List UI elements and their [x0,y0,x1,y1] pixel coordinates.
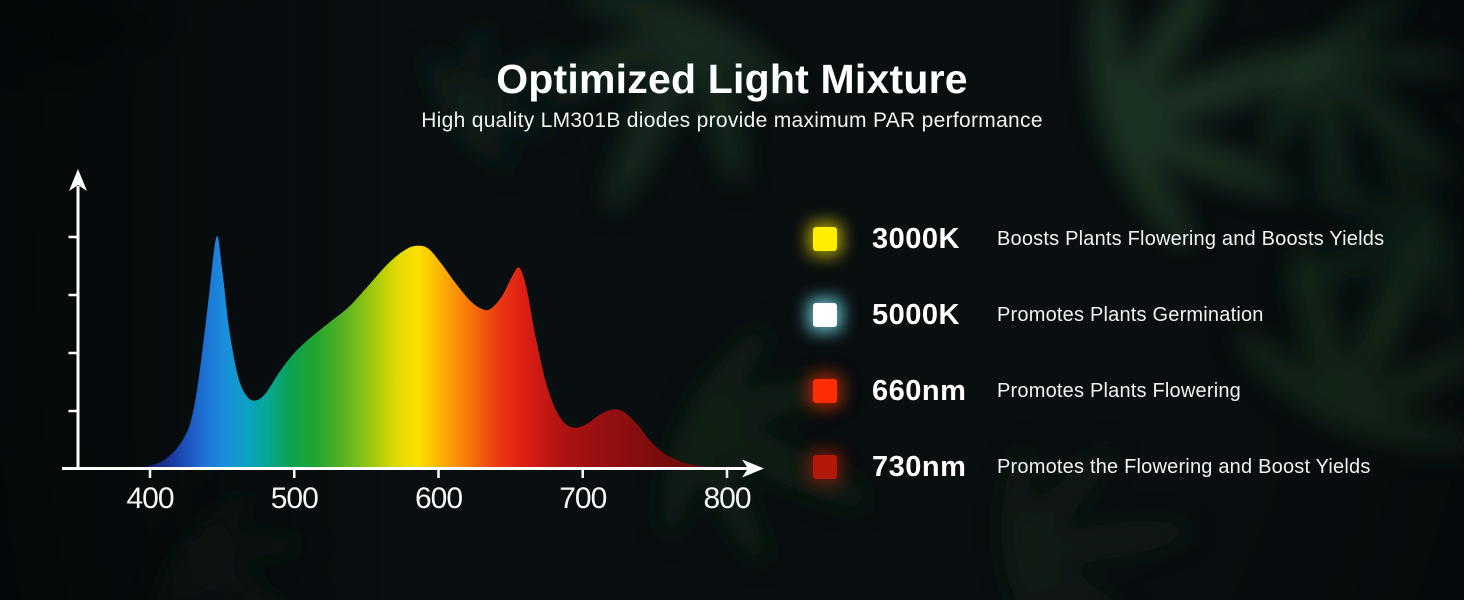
legend: 3000K Boosts Plants Flowering and Boosts… [813,223,1385,483]
x-tick-label: 600 [414,482,463,515]
x-axis-arrow-icon [742,459,764,478]
spectrum-curve [138,235,742,469]
x-tick-label: 400 [126,482,174,515]
legend-swatch-730nm-icon [813,455,837,479]
legend-swatch-3000k-icon [813,227,837,251]
page-title: Optimized Light Mixture [496,56,968,102]
legend-description: Promotes Plants Germination [997,303,1264,326]
legend-label: 660nm [872,374,967,407]
legend-description: Promotes Plants Flowering [997,379,1241,402]
x-axis-ticks [148,469,729,478]
x-tick-label: 500 [270,482,319,515]
page-subtitle: High quality LM301B diodes provide maxim… [421,109,1043,133]
y-axis-ticks [68,235,78,413]
legend-label: 730nm [872,450,967,483]
legend-label: 5000K [872,298,960,331]
legend-row-660nm: 660nm Promotes Plants Flowering [813,375,1384,407]
legend-swatch-660nm-icon [813,379,837,403]
legend-row-3000k: 3000K Boosts Plants Flowering and Boosts… [813,223,1385,255]
legend-description: Promotes the Flowering and Boost Yields [997,455,1371,478]
legend-description: Boosts Plants Flowering and Boosts Yield… [997,227,1385,250]
x-tick-label: 700 [559,482,607,515]
legend-row-730nm: 730nm Promotes the Flowering and Boost Y… [813,451,1384,483]
legend-row-5000k: 5000K Promotes Plants Germination [813,299,1384,331]
x-tick-label: 800 [703,482,751,515]
y-axis-arrow-icon [69,169,87,191]
legend-label: 3000K [872,222,960,255]
header: Optimized Light Mixture High quality LM3… [0,56,1464,133]
legend-swatch-5000k-icon [813,303,837,327]
